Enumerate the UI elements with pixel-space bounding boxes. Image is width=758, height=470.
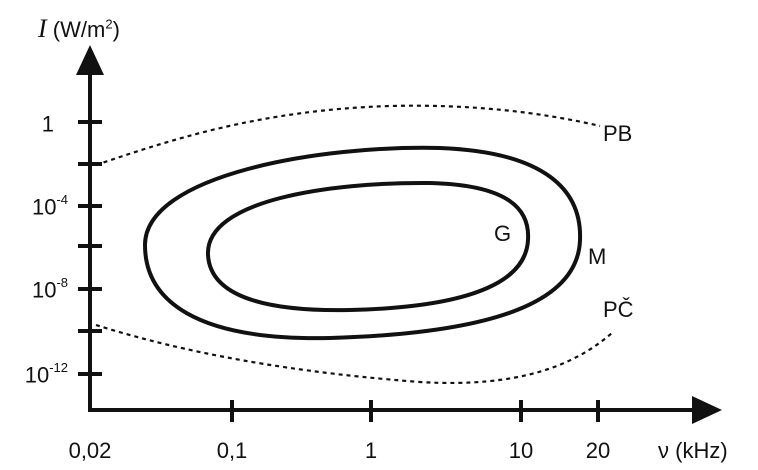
x-tick-label: 20 bbox=[585, 438, 611, 463]
x-tick-label: 0,1 bbox=[216, 438, 248, 463]
x-axis-arrow bbox=[692, 396, 722, 424]
outer-region-curve bbox=[142, 145, 583, 341]
inner-region-label: G bbox=[494, 221, 512, 246]
upper-threshold-label: PB bbox=[603, 121, 633, 146]
y-axis-arrow bbox=[76, 45, 104, 75]
x-axis-title: ν (kHz) bbox=[658, 438, 728, 463]
y-axis-unit-exponent: 2 bbox=[105, 16, 113, 32]
x-axis-ticks bbox=[230, 400, 600, 422]
lower-threshold-curve bbox=[95, 323, 613, 385]
y-tick-label: 10-4 bbox=[31, 192, 68, 220]
y-axis-unit: (W/m bbox=[46, 17, 106, 42]
x-tick-label: 10 bbox=[508, 438, 534, 463]
y-axis-unit-close: ) bbox=[112, 17, 120, 42]
y-tick-label: 10-12 bbox=[24, 360, 68, 388]
inner-region-curve bbox=[205, 180, 531, 313]
y-tick-label: 10-8 bbox=[31, 275, 68, 303]
upper-threshold-curve bbox=[95, 104, 601, 167]
lower-threshold-label: PČ bbox=[603, 297, 634, 322]
x-tick-label: 0,02 bbox=[68, 438, 112, 463]
y-tick-label: 1 bbox=[41, 111, 54, 137]
outer-region-label: M bbox=[588, 244, 607, 269]
x-tick-label: 1 bbox=[364, 438, 378, 463]
y-axis-ticks bbox=[78, 120, 102, 376]
y-axis-title: I (W/m2) bbox=[38, 16, 120, 42]
y-axis-symbol: I bbox=[38, 14, 47, 43]
